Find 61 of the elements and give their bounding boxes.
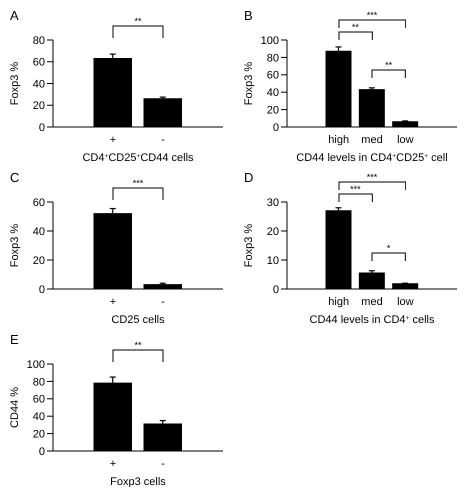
- y-tick-label: 60: [32, 394, 45, 406]
- x-tick-label: med: [361, 296, 383, 308]
- x-axis-title: Foxp3 cells: [110, 476, 166, 488]
- y-tick-label: 20: [266, 104, 279, 117]
- annotation: *: [386, 242, 392, 253]
- y-tick-label: 40: [32, 226, 45, 238]
- y-tick-label: 20: [32, 100, 45, 112]
- x-tick-label: high: [328, 296, 350, 308]
- y-tick-label: 80: [32, 376, 45, 388]
- x-tick-label: -: [161, 458, 166, 470]
- y-axis-title: Foxp3 %: [8, 224, 21, 268]
- x-tick-label: low: [397, 134, 414, 146]
- x-tick-label: -: [161, 134, 166, 146]
- y-tick-label: 40: [32, 78, 45, 90]
- annotation: **: [384, 60, 394, 70]
- y-tick-label: 20: [32, 254, 45, 267]
- chart-title: D: [244, 170, 254, 185]
- y-tick-label: 20: [32, 428, 45, 441]
- y-tick-label: 60: [266, 70, 279, 82]
- y-tick-label: 30: [266, 196, 279, 209]
- y-tick-label: 20: [266, 226, 279, 238]
- y-tick-label: 0: [272, 122, 279, 134]
- x-tick-label: +: [110, 296, 116, 308]
- x-axis-title: CD25 cells: [111, 314, 166, 326]
- y-tick-label: 0: [272, 284, 279, 296]
- text: ***: [349, 184, 362, 194]
- y-tick-label: 60: [32, 56, 45, 69]
- y-axis-title: Foxp3 %: [242, 62, 255, 106]
- x-tick-label: +: [110, 134, 116, 146]
- x-axis-title: CD44 levels in CD4$^{+}$CD25$^{+}$ cell: [296, 152, 448, 164]
- x-tick-label: med: [361, 134, 383, 146]
- y-tick-label: 0: [38, 284, 45, 296]
- y-tick-label: 80: [32, 34, 45, 47]
- y-tick-label: 80: [266, 52, 279, 64]
- chart-title: E: [10, 332, 19, 347]
- y-tick-label: 0: [38, 446, 45, 458]
- y-axis-title: Foxp3 %: [8, 62, 21, 106]
- text: ***: [366, 172, 378, 182]
- y-tick-label: 100: [26, 358, 45, 371]
- text: **: [133, 340, 142, 350]
- y-tick-label: 0: [38, 122, 45, 134]
- x-axis-title: CD44 levels in CD4$^{+}$ cells: [310, 314, 435, 326]
- y-tick-label: 40: [32, 411, 45, 424]
- x-axis-title: CD4$^{+}$CD25$^{+}$CD44 cells: [82, 152, 194, 164]
- chart-title: B: [244, 8, 253, 23]
- y-axis-title: Foxp3 %: [242, 224, 255, 268]
- text: **: [133, 16, 142, 26]
- y-tick-label: 10: [266, 254, 279, 267]
- x-tick-label: +: [110, 458, 116, 470]
- y-tick-label: 40: [266, 87, 279, 100]
- text: ***: [366, 10, 378, 20]
- text: **: [350, 22, 360, 32]
- y-tick-label: 100: [260, 34, 279, 47]
- text: ***: [132, 178, 144, 188]
- y-axis-title: CD44 %: [8, 386, 21, 428]
- x-tick-label: -: [161, 296, 166, 308]
- x-tick-label: high: [328, 134, 350, 146]
- x-tick-label: low: [397, 296, 414, 308]
- y-tick-label: 60: [32, 196, 45, 209]
- chart-title: A: [10, 8, 19, 23]
- chart-title: C: [10, 170, 20, 185]
